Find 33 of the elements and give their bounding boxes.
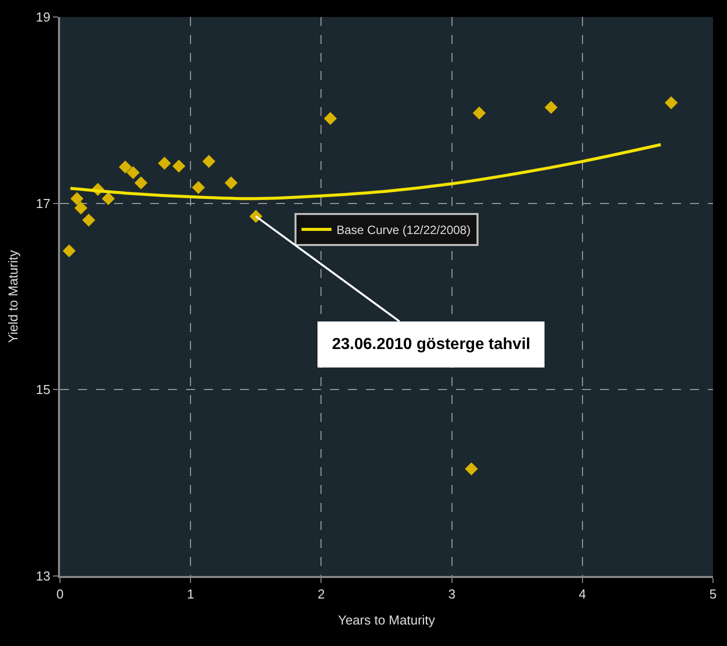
x-tick-label: 1 (186, 586, 194, 602)
line-series (68, 143, 662, 200)
legend-label: Base Curve (12/22/2008) (336, 223, 471, 238)
point (102, 192, 115, 206)
x-tick-label: 4 (578, 586, 586, 602)
point (158, 156, 171, 170)
point (664, 96, 678, 110)
point (74, 201, 88, 214)
point (224, 176, 238, 190)
point (324, 112, 337, 126)
y-axis-title: Yield to Maturity (5, 250, 20, 343)
point (192, 180, 205, 194)
point (464, 462, 478, 476)
annotation: 23.06.2010 gösterge tahvil (332, 336, 530, 353)
x-tick-label: 3 (448, 586, 456, 602)
x-axis-title: Years to Maturity (338, 612, 436, 628)
y-tick-label: 13 (36, 568, 50, 584)
point (82, 214, 96, 227)
point (70, 192, 84, 206)
y-tick-label: 19 (36, 10, 50, 25)
y-tick-label: 15 (36, 382, 50, 398)
point (472, 106, 486, 120)
x-tick-label: 0 (56, 586, 64, 602)
point (134, 176, 148, 190)
point (202, 154, 216, 168)
point (62, 244, 76, 258)
point (544, 100, 558, 114)
y-tick-label: 17 (36, 196, 50, 211)
point (126, 166, 140, 180)
point (172, 160, 186, 173)
x-tick-label: 2 (318, 586, 325, 602)
x-tick-label: 5 (709, 586, 717, 602)
point (118, 160, 132, 174)
